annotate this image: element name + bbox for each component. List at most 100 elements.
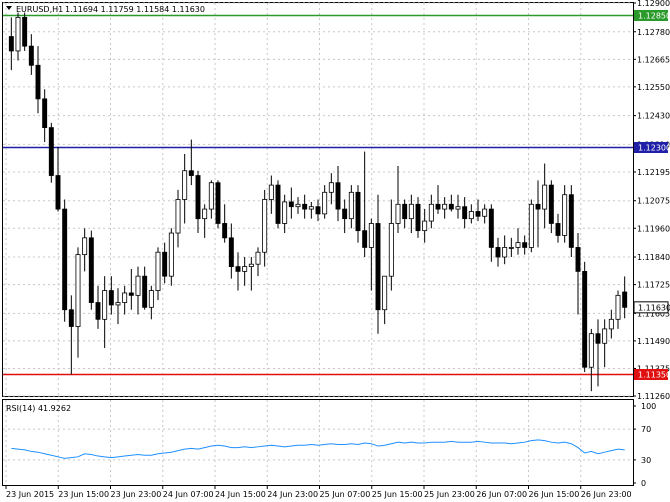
candle-body-bull (268, 184, 274, 200)
candle-body-bear (548, 184, 554, 224)
current-price-label: 1.11630 (638, 303, 670, 312)
candle (175, 189, 181, 248)
candle-body-bear (48, 127, 54, 176)
candle (255, 247, 261, 277)
triangle-down-icon[interactable] (6, 6, 12, 10)
rsi-tick-label: 100 (641, 402, 656, 411)
price-tick-label: 1.12075 (637, 197, 670, 206)
candle (35, 46, 41, 114)
main-pane[interactable]: 1.12900 1.12780 1.12665 1.12550 1.12430 1.123… (2, 0, 670, 401)
candle (495, 237, 501, 267)
candle (262, 189, 268, 267)
candle-body-bear (488, 208, 494, 248)
candle (595, 319, 601, 387)
candle (482, 204, 488, 224)
candle-body-bear (42, 98, 48, 129)
candle-body-bull (588, 333, 594, 368)
price-axis: 1.12900 1.12780 1.12665 1.12550 1.12430 1.123… (633, 0, 670, 401)
candle (355, 185, 361, 243)
candle (108, 276, 114, 315)
candle (148, 285, 154, 320)
candle-body-bear (355, 191, 361, 232)
candle-body-bear (522, 242, 528, 248)
candle-body-bear (55, 175, 61, 210)
candle-body-bear (362, 230, 368, 248)
candle-body-bull (202, 208, 208, 220)
candle-body-bull (428, 203, 434, 222)
candle-body-bear (142, 275, 148, 308)
candle-body-bear (475, 211, 481, 217)
candle-body-bull (348, 191, 354, 220)
candle (295, 197, 301, 214)
time-tick-label: 26 Jun 07:00 (476, 490, 527, 499)
candle-body-bull (422, 220, 428, 232)
candle-body-bear (535, 203, 541, 210)
candle (428, 194, 434, 229)
candle (528, 199, 534, 253)
candle-body-bull (608, 318, 614, 330)
price-tick-label: 1.11490 (637, 337, 670, 346)
candle-body-bear (448, 203, 454, 210)
candle (162, 242, 168, 284)
candle-body-bull (515, 242, 521, 248)
candle-body-bull (182, 170, 188, 200)
candle-body-bull (155, 251, 161, 291)
candle (322, 185, 328, 219)
candle-body-bear (35, 64, 41, 100)
candle (548, 180, 554, 234)
candle-body-bull (308, 206, 314, 210)
candle (542, 163, 548, 229)
price-tick-label: 1.12195 (637, 168, 670, 177)
price-tick-label: 1.11840 (637, 253, 670, 262)
time-axis: 23 Jun 2015 23 Jun 15:00 23 Jun 23:00 24 Ju… (5, 486, 632, 499)
candle (475, 199, 481, 222)
horizontal-lines[interactable] (3, 14, 633, 376)
candle (28, 34, 34, 75)
candle-body-bear (88, 237, 94, 303)
candle-body-bear (375, 223, 381, 311)
price-tick-label: 1.12780 (637, 28, 670, 37)
candle (195, 170, 201, 234)
candle (388, 199, 394, 291)
candle (75, 247, 81, 358)
time-tick-label: 23 Jun 15:00 (58, 490, 109, 499)
rsi-pane[interactable]: 100 70 30 0 RSI(14) 41.9262 (2, 399, 657, 489)
candle (135, 266, 141, 315)
candle-body-bear (568, 194, 574, 248)
candle-body-bear (435, 203, 441, 210)
time-tick-label: 24 Jun 07:00 (163, 490, 214, 499)
candle (222, 204, 228, 243)
candle-body-bull (282, 201, 288, 224)
candle (468, 204, 474, 224)
candle (582, 261, 588, 373)
candle-body-bear (582, 270, 588, 368)
candle (342, 199, 348, 234)
support-line-tag (634, 369, 668, 380)
price-tick-label: 1.12550 (637, 83, 670, 92)
candle-body-bear (342, 208, 348, 220)
candle (328, 173, 334, 205)
candle (302, 194, 308, 219)
candle (142, 266, 148, 310)
price-tick-label: 1.11725 (637, 281, 670, 290)
candle-body-bull (615, 294, 621, 320)
candle (208, 180, 214, 219)
candle (62, 199, 68, 322)
candle (228, 223, 234, 279)
candle-body-bull (168, 232, 174, 277)
candle-body-bear (622, 291, 628, 308)
candle-body-bull (262, 199, 268, 253)
candle-body-bull (528, 203, 534, 248)
candle (8, 17, 14, 71)
candle-body-bull (295, 203, 301, 208)
candle (15, 12, 21, 61)
candle-body-bear (315, 206, 321, 215)
candle-body-bull (602, 328, 608, 344)
candle (42, 89, 48, 142)
rsi-label: RSI(14) 41.9262 (6, 404, 71, 413)
candle-body-bear (215, 182, 221, 224)
candle (368, 218, 374, 291)
candle-body-bear (222, 223, 228, 239)
candle (82, 228, 88, 272)
